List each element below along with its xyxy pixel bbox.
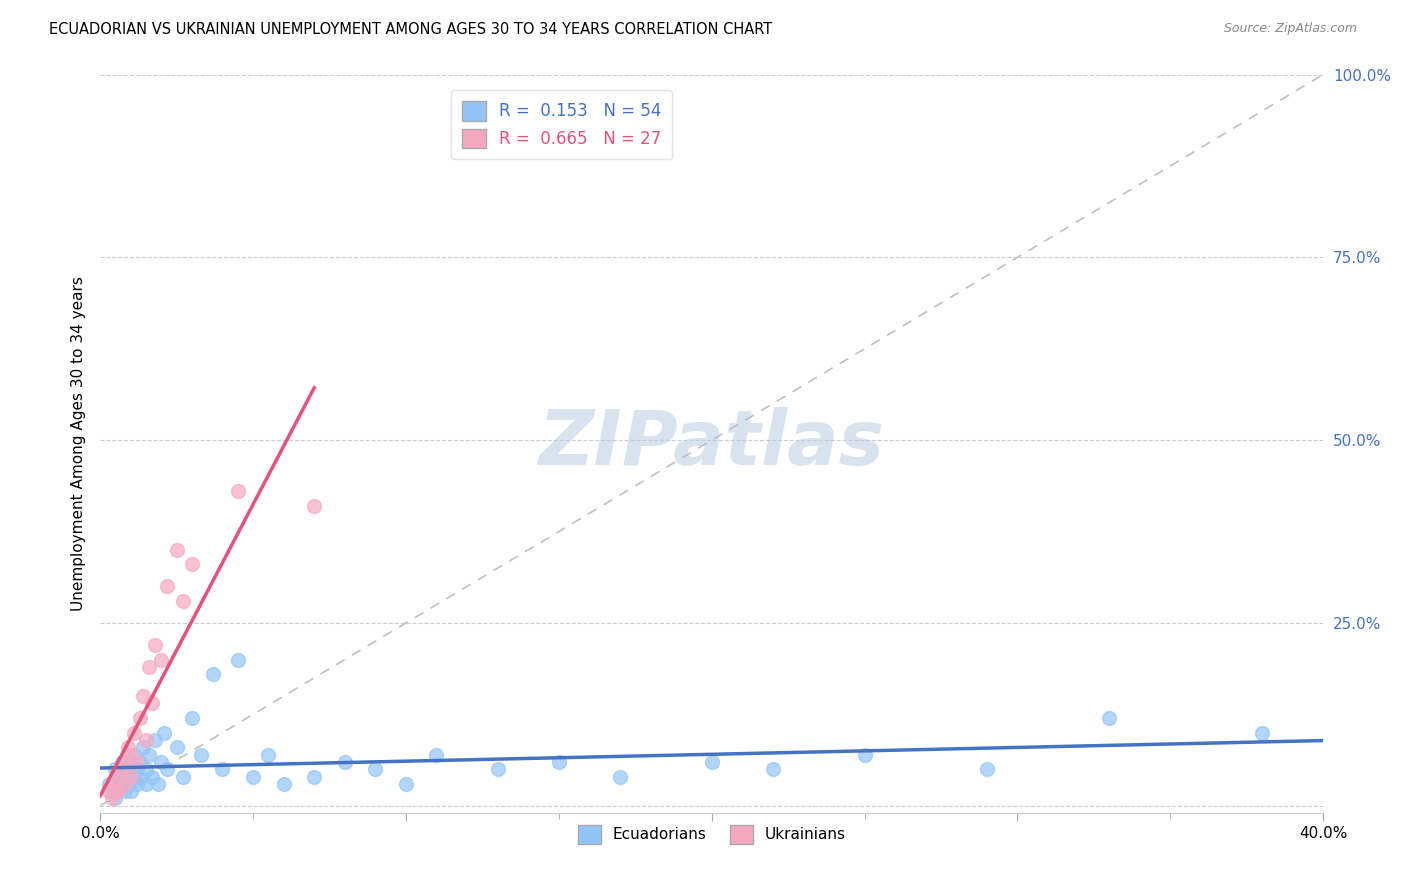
- Point: [425, 747, 447, 762]
- Point: [302, 770, 325, 784]
- Point: [98, 784, 121, 798]
- Point: [156, 762, 179, 776]
- Point: [101, 791, 124, 805]
- Point: [153, 725, 176, 739]
- Point: [132, 740, 155, 755]
- Point: [104, 784, 127, 798]
- Point: [202, 667, 225, 681]
- Text: Source: ZipAtlas.com: Source: ZipAtlas.com: [1223, 22, 1357, 36]
- Point: [135, 777, 157, 791]
- Point: [117, 762, 139, 776]
- Point: [273, 777, 295, 791]
- Point: [107, 784, 129, 798]
- Point: [333, 755, 356, 769]
- Point: [302, 499, 325, 513]
- Point: [110, 755, 132, 769]
- Point: [114, 784, 136, 798]
- Point: [104, 762, 127, 776]
- Y-axis label: Unemployment Among Ages 30 to 34 years: Unemployment Among Ages 30 to 34 years: [72, 277, 86, 611]
- Point: [364, 762, 387, 776]
- Point: [125, 762, 148, 776]
- Point: [211, 762, 233, 776]
- Point: [114, 755, 136, 769]
- Point: [143, 638, 166, 652]
- Point: [226, 484, 249, 499]
- Point: [486, 762, 509, 776]
- Text: ECUADORIAN VS UKRAINIAN UNEMPLOYMENT AMONG AGES 30 TO 34 YEARS CORRELATION CHART: ECUADORIAN VS UKRAINIAN UNEMPLOYMENT AMO…: [49, 22, 772, 37]
- Point: [104, 777, 127, 791]
- Point: [138, 747, 160, 762]
- Point: [180, 711, 202, 725]
- Text: ZIPatlas: ZIPatlas: [538, 407, 884, 481]
- Point: [110, 762, 132, 776]
- Point: [101, 784, 124, 798]
- Point: [700, 755, 723, 769]
- Point: [107, 784, 129, 798]
- Point: [1251, 725, 1274, 739]
- Point: [125, 777, 148, 791]
- Point: [150, 652, 173, 666]
- Point: [190, 747, 212, 762]
- Point: [114, 770, 136, 784]
- Legend: R =  0.153   N = 54, R =  0.665   N = 27: R = 0.153 N = 54, R = 0.665 N = 27: [450, 90, 672, 159]
- Point: [117, 777, 139, 791]
- Point: [110, 777, 132, 791]
- Point: [98, 777, 121, 791]
- Point: [107, 770, 129, 784]
- Point: [609, 770, 631, 784]
- Point: [853, 747, 876, 762]
- Point: [107, 770, 129, 784]
- Point: [120, 784, 142, 798]
- Point: [148, 777, 170, 791]
- Point: [135, 733, 157, 747]
- Point: [1098, 711, 1121, 725]
- Point: [138, 660, 160, 674]
- Point: [122, 747, 145, 762]
- Point: [125, 755, 148, 769]
- Point: [762, 762, 785, 776]
- Point: [120, 770, 142, 784]
- Point: [114, 777, 136, 791]
- Point: [122, 770, 145, 784]
- Point: [117, 740, 139, 755]
- Point: [172, 594, 194, 608]
- Point: [180, 558, 202, 572]
- Point: [141, 770, 163, 784]
- Point: [547, 755, 569, 769]
- Point: [257, 747, 280, 762]
- Point: [128, 770, 150, 784]
- Point: [150, 755, 173, 769]
- Point: [128, 711, 150, 725]
- Point: [122, 725, 145, 739]
- Point: [120, 747, 142, 762]
- Point: [242, 770, 264, 784]
- Point: [166, 740, 188, 755]
- Point: [226, 652, 249, 666]
- Point: [143, 733, 166, 747]
- Point: [976, 762, 998, 776]
- Point: [132, 689, 155, 703]
- Point: [120, 755, 142, 769]
- Point: [104, 791, 127, 805]
- Point: [135, 762, 157, 776]
- Point: [141, 697, 163, 711]
- Point: [166, 542, 188, 557]
- Point: [172, 770, 194, 784]
- Point: [395, 777, 418, 791]
- Point: [156, 579, 179, 593]
- Point: [128, 755, 150, 769]
